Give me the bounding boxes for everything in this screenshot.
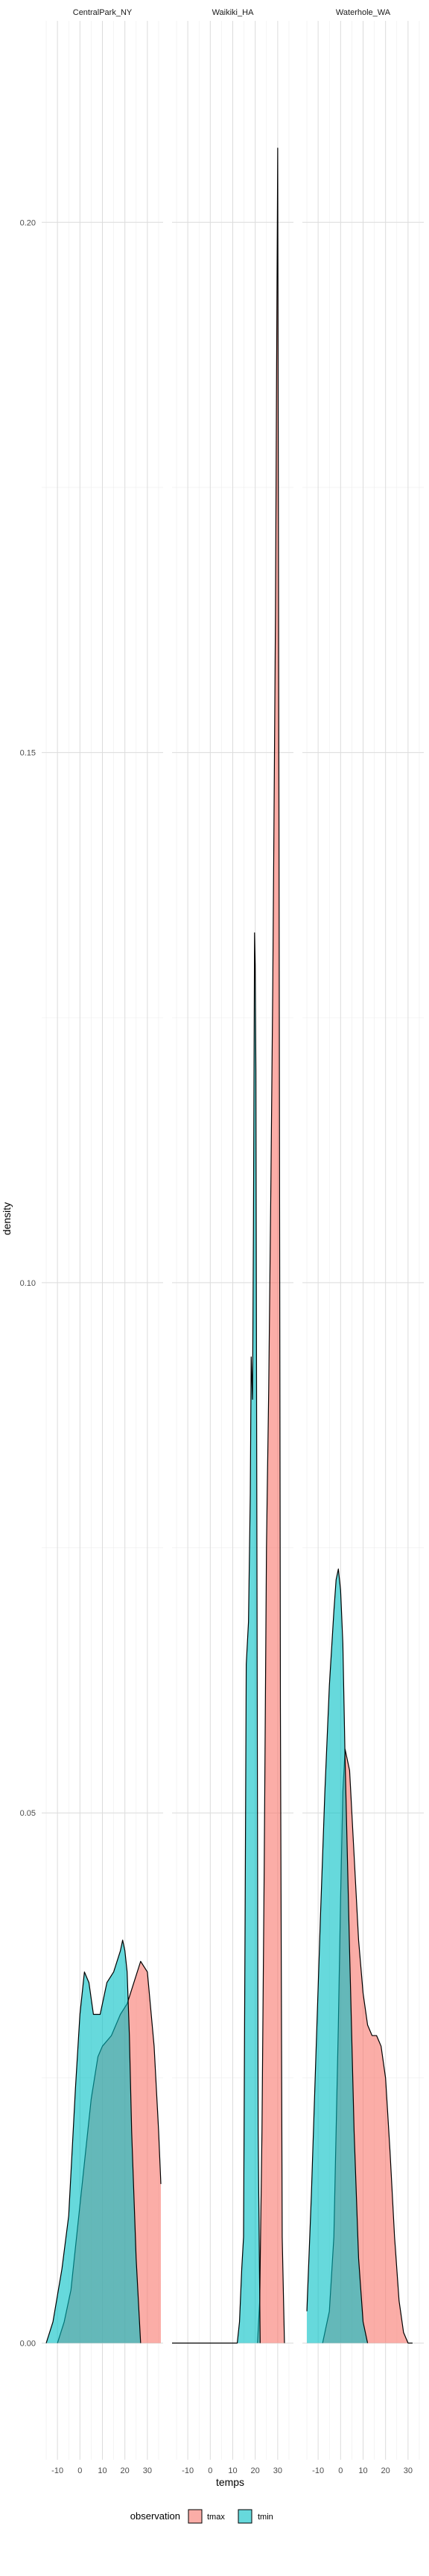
x-tick-label: 30 <box>143 2466 152 2475</box>
density-area-tmax <box>257 148 285 2343</box>
density-area-tmin <box>172 932 261 2343</box>
density-line-tmin <box>306 1568 369 2343</box>
facet-title: Waikiki_HA <box>212 8 254 17</box>
facet-title: CentralPark_NY <box>73 8 133 17</box>
x-tick-label: 10 <box>98 2466 107 2475</box>
y-tick-label: 0.05 <box>20 1809 36 1818</box>
y-tick-label: 0.00 <box>20 2340 36 2349</box>
x-tick-label: 0 <box>338 2466 343 2475</box>
x-tick-label: -10 <box>51 2466 63 2475</box>
x-tick-label: 20 <box>251 2466 260 2475</box>
legend-label-tmax: tmax <box>207 2513 225 2522</box>
x-axis-label: temps <box>216 2476 244 2488</box>
x-tick-label: 30 <box>404 2466 413 2475</box>
density-area-tmin <box>46 1939 141 2343</box>
legend-key-tmin <box>238 2509 252 2524</box>
x-tick-label: 10 <box>358 2466 367 2475</box>
x-tick-label: 20 <box>381 2466 390 2475</box>
legend-title: observation <box>130 2510 180 2522</box>
x-tick-label: -10 <box>182 2466 194 2475</box>
x-tick-label: 0 <box>77 2466 82 2475</box>
density-line-tmax <box>257 148 285 2343</box>
x-tick-label: 0 <box>208 2466 212 2475</box>
density-line-tmin <box>172 932 261 2344</box>
density-line-tmin <box>45 1939 142 2343</box>
legend: observation tmax tmin <box>130 2509 273 2524</box>
facet-title: Waterhole_WA <box>336 8 391 17</box>
x-tick-label: 20 <box>121 2466 130 2475</box>
x-tick-label: -10 <box>312 2466 324 2475</box>
facet-panel: CentralPark_NY -10 0 10 20 30 <box>42 8 163 2475</box>
y-tick-label: 0.20 <box>20 218 36 227</box>
legend-key-tmax <box>188 2509 203 2524</box>
legend-label-tmin: tmin <box>258 2513 273 2522</box>
facet-panel: Waterhole_WA -10 0 10 20 30 <box>302 8 424 2475</box>
y-axis-label: density <box>1 1202 13 1235</box>
x-tick-label: 10 <box>228 2466 237 2475</box>
y-tick-label: 0.15 <box>20 749 36 758</box>
density-area-tmin <box>307 1569 368 2343</box>
y-tick-label: 0.10 <box>20 1279 36 1288</box>
x-tick-label: 30 <box>273 2466 282 2475</box>
facet-panel: Waikiki_HA -10 0 10 20 30 <box>172 8 293 2475</box>
